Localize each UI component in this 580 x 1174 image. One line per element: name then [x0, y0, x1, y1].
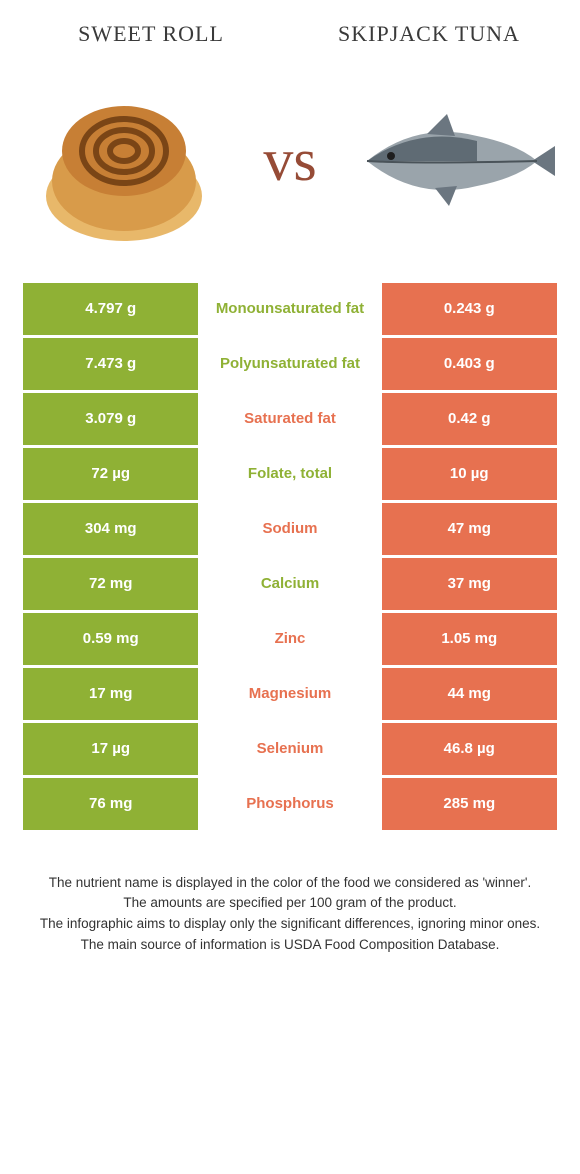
footer-line: The main source of information is USDA F…	[30, 935, 550, 956]
left-value-cell: 17 µg	[23, 723, 198, 775]
left-value-cell: 3.079 g	[23, 393, 198, 445]
right-value-cell: 37 mg	[382, 558, 557, 610]
left-value-cell: 7.473 g	[23, 338, 198, 390]
sweet-roll-icon	[24, 76, 224, 246]
left-value-cell: 0.59 mg	[23, 613, 198, 665]
table-row: 7.473 gPolyunsaturated fat0.403 g	[23, 338, 557, 390]
table-row: 17 mgMagnesium44 mg	[23, 668, 557, 720]
left-value-cell: 17 mg	[23, 668, 198, 720]
nutrient-name-cell: Zinc	[201, 613, 378, 665]
nutrient-name-cell: Phosphorus	[201, 778, 378, 830]
vs-label: vs	[235, 126, 345, 195]
nutrient-name-cell: Selenium	[201, 723, 378, 775]
nutrient-name-cell: Magnesium	[201, 668, 378, 720]
right-value-cell: 44 mg	[382, 668, 557, 720]
left-value-cell: 4.797 g	[23, 283, 198, 335]
nutrient-name-cell: Calcium	[201, 558, 378, 610]
table-row: 76 mgPhosphorus285 mg	[23, 778, 557, 830]
footer-line: The nutrient name is displayed in the co…	[30, 873, 550, 894]
nutrient-name-cell: Folate, total	[201, 448, 378, 500]
left-value-cell: 72 mg	[23, 558, 198, 610]
left-value-cell: 304 mg	[23, 503, 198, 555]
table-row: 4.797 gMonounsaturated fat0.243 g	[23, 283, 557, 335]
nutrient-name-cell: Polyunsaturated fat	[201, 338, 378, 390]
left-food-image	[12, 66, 235, 256]
tuna-fish-icon	[357, 106, 557, 216]
footer-line: The infographic aims to display only the…	[30, 914, 550, 935]
titles-row: SWEET ROLL SKIPJACK TUNA	[12, 20, 568, 48]
right-title-col: SKIPJACK TUNA	[290, 20, 568, 48]
table-row: 0.59 mgZinc1.05 mg	[23, 613, 557, 665]
table-row: 304 mgSodium47 mg	[23, 503, 557, 555]
nutrient-name-cell: Monounsaturated fat	[201, 283, 378, 335]
nutrient-name-cell: Saturated fat	[201, 393, 378, 445]
right-food-title: SKIPJACK TUNA	[290, 20, 568, 48]
footer-line: The amounts are specified per 100 gram o…	[30, 893, 550, 914]
table-row: 17 µgSelenium46.8 µg	[23, 723, 557, 775]
table-row: 72 µgFolate, total10 µg	[23, 448, 557, 500]
right-value-cell: 0.42 g	[382, 393, 557, 445]
left-food-title: SWEET ROLL	[12, 20, 290, 48]
right-value-cell: 10 µg	[382, 448, 557, 500]
left-value-cell: 72 µg	[23, 448, 198, 500]
infographic-page: SWEET ROLL SKIPJACK TUNA vs	[0, 0, 580, 986]
table-row: 3.079 gSaturated fat0.42 g	[23, 393, 557, 445]
right-food-image	[345, 66, 568, 256]
nutrient-table-body: 4.797 gMonounsaturated fat0.243 g7.473 g…	[23, 283, 557, 830]
right-value-cell: 46.8 µg	[382, 723, 557, 775]
right-value-cell: 0.403 g	[382, 338, 557, 390]
right-value-cell: 0.243 g	[382, 283, 557, 335]
right-value-cell: 1.05 mg	[382, 613, 557, 665]
images-row: vs	[12, 66, 568, 256]
nutrient-name-cell: Sodium	[201, 503, 378, 555]
left-value-cell: 76 mg	[23, 778, 198, 830]
left-title-col: SWEET ROLL	[12, 20, 290, 48]
table-row: 72 mgCalcium37 mg	[23, 558, 557, 610]
nutrient-table: 4.797 gMonounsaturated fat0.243 g7.473 g…	[20, 280, 560, 833]
right-value-cell: 285 mg	[382, 778, 557, 830]
right-value-cell: 47 mg	[382, 503, 557, 555]
footer-notes: The nutrient name is displayed in the co…	[30, 873, 550, 957]
